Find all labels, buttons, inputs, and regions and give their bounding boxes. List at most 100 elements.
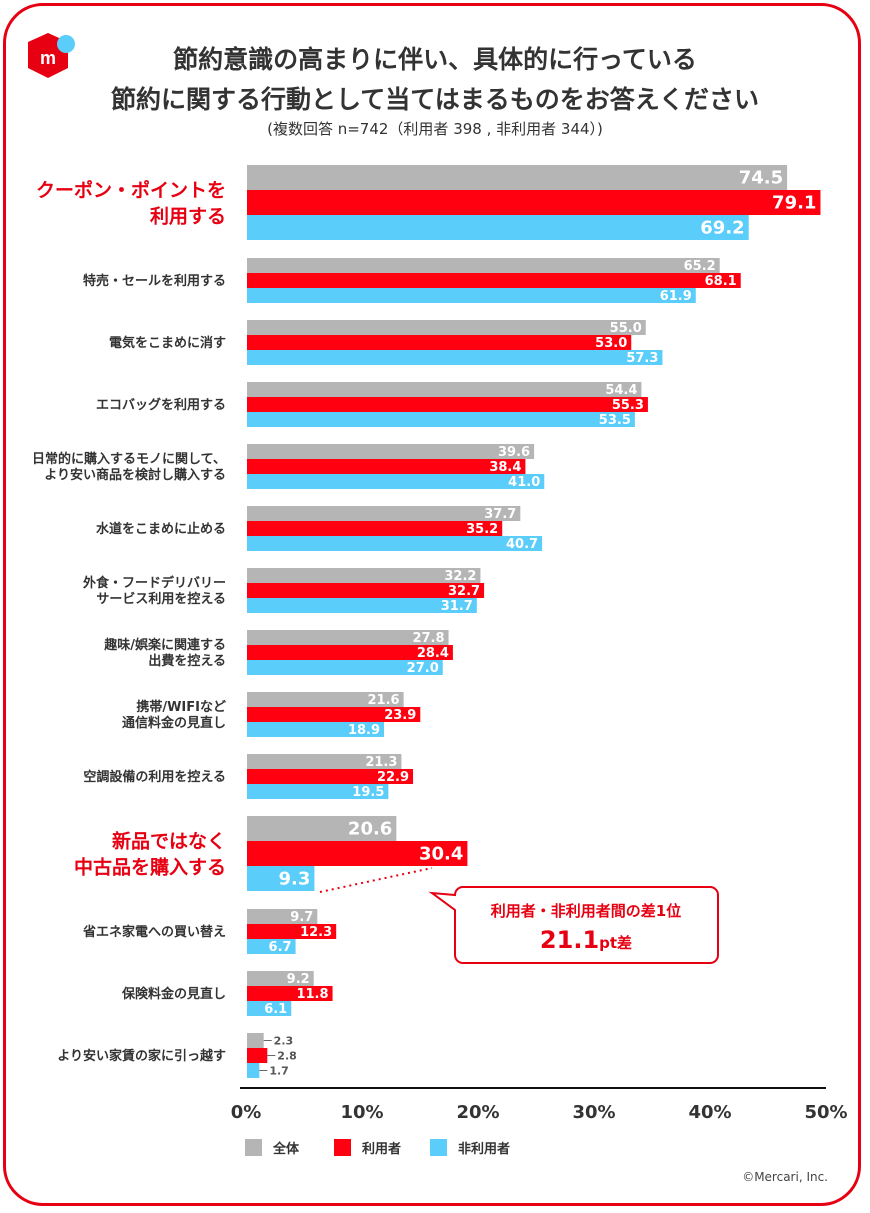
bar-all [247, 258, 720, 273]
bar-user [247, 841, 468, 866]
bar-nonuser [247, 288, 696, 303]
svg-text:m: m [40, 48, 56, 68]
bar-all [247, 816, 397, 841]
bar-user [247, 521, 503, 536]
bar-nonuser [247, 939, 296, 954]
data-label: 1.7 [269, 1065, 289, 1078]
data-label: 37.7 [484, 507, 516, 522]
dotted-connector [319, 867, 433, 893]
bar-user [247, 397, 648, 412]
data-label: 23.9 [384, 708, 416, 723]
bar-nonuser [247, 1063, 260, 1078]
category-label: 出費を控える [148, 653, 226, 669]
bar-user [247, 273, 741, 288]
data-label: 21.3 [365, 755, 397, 770]
legend-label: 非利用者 [458, 1141, 510, 1157]
category-label: 保険料金の見直し [121, 986, 226, 1002]
bar-nonuser [247, 215, 749, 240]
category-label: より安い家賃の家に引っ越す [57, 1048, 226, 1064]
category-label: 日常的に購入するモノに関して、 [32, 451, 226, 467]
bar-nonuser [247, 722, 385, 737]
data-label: 54.4 [605, 383, 637, 398]
category-label: 新品ではなく [112, 829, 226, 852]
tick-label: 0% [231, 1102, 262, 1123]
data-label: 9.3 [279, 869, 311, 890]
bar-user [247, 335, 632, 350]
data-label: 41.0 [508, 475, 540, 490]
category-label: 中古品を購入する [74, 855, 226, 878]
legend-swatch-nonuser [430, 1139, 447, 1156]
category-label: 特売・セールを利用する [83, 273, 226, 289]
category-label: エコバッグを利用する [96, 397, 226, 413]
callout-title: 利用者・非利用者間の差1位 [491, 902, 681, 920]
bar-nonuser [247, 1001, 292, 1016]
data-label: 9.2 [287, 972, 310, 987]
callout-value: 21.1pt差 [540, 926, 632, 954]
data-label: 2.8 [277, 1050, 297, 1063]
bar-all [247, 909, 318, 924]
bar-all [247, 1033, 264, 1048]
data-label: 61.9 [660, 289, 692, 304]
data-label: 74.5 [739, 168, 783, 189]
bar-all [247, 320, 646, 335]
chart-title-line2: 節約に関する行動として当てはまるものをお答えください [110, 85, 759, 114]
category-label: 電気をこまめに消す [109, 335, 226, 351]
bar-all [247, 382, 642, 397]
bar-nonuser [247, 474, 545, 489]
chart-title-line1: 節約意識の高まりに伴い、具体的に行っている [173, 45, 697, 74]
bar-user [247, 190, 821, 215]
bar-all [247, 444, 535, 459]
category-label: 省エネ家電への買い替え [82, 924, 226, 940]
legend-swatch-user [334, 1139, 351, 1156]
data-label: 38.4 [489, 460, 521, 475]
tick-label: 40% [688, 1102, 731, 1123]
legend-label: 利用者 [362, 1141, 401, 1157]
data-label: 20.6 [348, 819, 392, 840]
data-label: 32.2 [444, 569, 476, 584]
copyright: ©Mercari, Inc. [742, 1170, 828, 1184]
data-label: 32.7 [448, 584, 480, 599]
bar-user [247, 645, 453, 660]
bar-all [247, 568, 481, 583]
legend-swatch-all [245, 1139, 262, 1156]
data-label: 65.2 [684, 259, 716, 274]
data-label: 6.7 [269, 940, 292, 955]
data-label: 21.6 [368, 693, 400, 708]
bar-user [247, 707, 421, 722]
category-label: 携帯/WIFIなど [136, 699, 226, 715]
category-label: より安い商品を検討し購入する [44, 467, 226, 483]
bar-all [247, 630, 449, 645]
category-label: 空調設備の利用を控える [83, 769, 226, 785]
data-label: 18.9 [348, 723, 380, 738]
data-label: 30.4 [419, 844, 463, 865]
data-label: 53.0 [595, 336, 627, 351]
data-label: 31.7 [441, 599, 473, 614]
bar-all [247, 971, 314, 986]
bar-nonuser [247, 660, 443, 675]
bar-user [247, 459, 526, 474]
bar-nonuser [247, 598, 477, 613]
bar-user [247, 986, 333, 1001]
chart-subtitle: (複数回答 n=742（利用者 398 , 非利用者 344）) [267, 120, 603, 138]
legend-label: 全体 [272, 1141, 300, 1157]
data-label: 27.8 [412, 631, 444, 646]
category-label: サービス利用を控える [96, 591, 226, 607]
bar-nonuser [247, 536, 543, 551]
bar-nonuser [247, 866, 315, 891]
data-label: 53.5 [599, 413, 631, 428]
category-label: 外食・フードデリバリー [82, 575, 226, 591]
data-label: 57.3 [626, 351, 658, 366]
data-label: 79.1 [772, 193, 816, 214]
data-label: 39.6 [498, 445, 530, 460]
bar-user [247, 1048, 268, 1063]
bar-all [247, 692, 404, 707]
bar-user [247, 924, 337, 939]
data-label: 35.2 [466, 522, 498, 537]
bar-all [247, 754, 402, 769]
data-label: 69.2 [700, 218, 744, 239]
data-label: 11.8 [296, 987, 328, 1002]
bar-nonuser [247, 784, 389, 799]
data-label: 68.1 [705, 274, 737, 289]
data-label: 55.0 [610, 321, 642, 336]
